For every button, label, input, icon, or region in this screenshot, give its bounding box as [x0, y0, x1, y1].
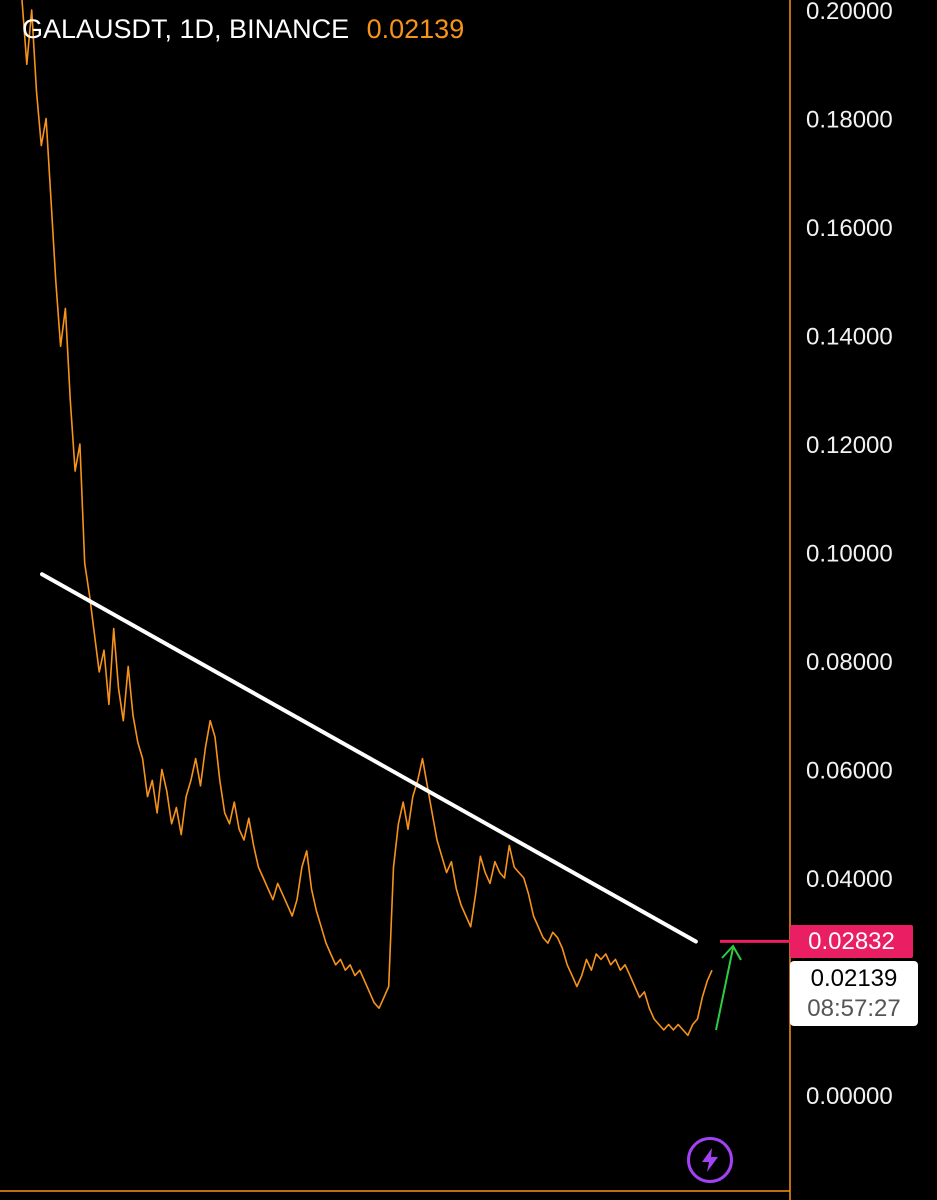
y-tick-label: 0.14000: [806, 324, 893, 351]
lightning-icon: [702, 1148, 718, 1172]
y-tick-label: 0.06000: [806, 758, 893, 785]
last-price-badge: 0.02139 08:57:27: [790, 961, 918, 1026]
last-price-value: 0.02139: [810, 965, 898, 992]
y-axis-ticks: 0.20000 0.18000 0.16000 0.14000 0.12000 0.100…: [806, 0, 893, 1110]
y-tick-label: 0.20000: [806, 0, 893, 25]
symbol-label: GALAUSDT, 1D, BINANCE: [22, 14, 350, 44]
y-tick-label: 0.00000: [806, 1083, 893, 1110]
flash-icon[interactable]: [687, 1137, 733, 1183]
header-last-price: 0.02139: [366, 14, 465, 44]
level-price-label[interactable]: 0.02832: [790, 925, 913, 958]
y-tick-label: 0.04000: [806, 866, 893, 893]
symbol-header: GALAUSDT, 1D, BINANCE 0.02139: [22, 14, 464, 45]
bar-countdown: 08:57:27: [807, 995, 901, 1022]
price-series-line: [21, 0, 713, 1037]
breakout-arrow-icon: [715, 944, 742, 1031]
y-tick-label: 0.10000: [806, 541, 893, 568]
y-tick-label: 0.08000: [806, 649, 893, 676]
y-tick-label: 0.12000: [806, 432, 893, 459]
y-tick-label: 0.18000: [806, 107, 893, 134]
y-tick-label: 0.16000: [806, 215, 893, 242]
descending-trendline[interactable]: [40, 572, 698, 944]
